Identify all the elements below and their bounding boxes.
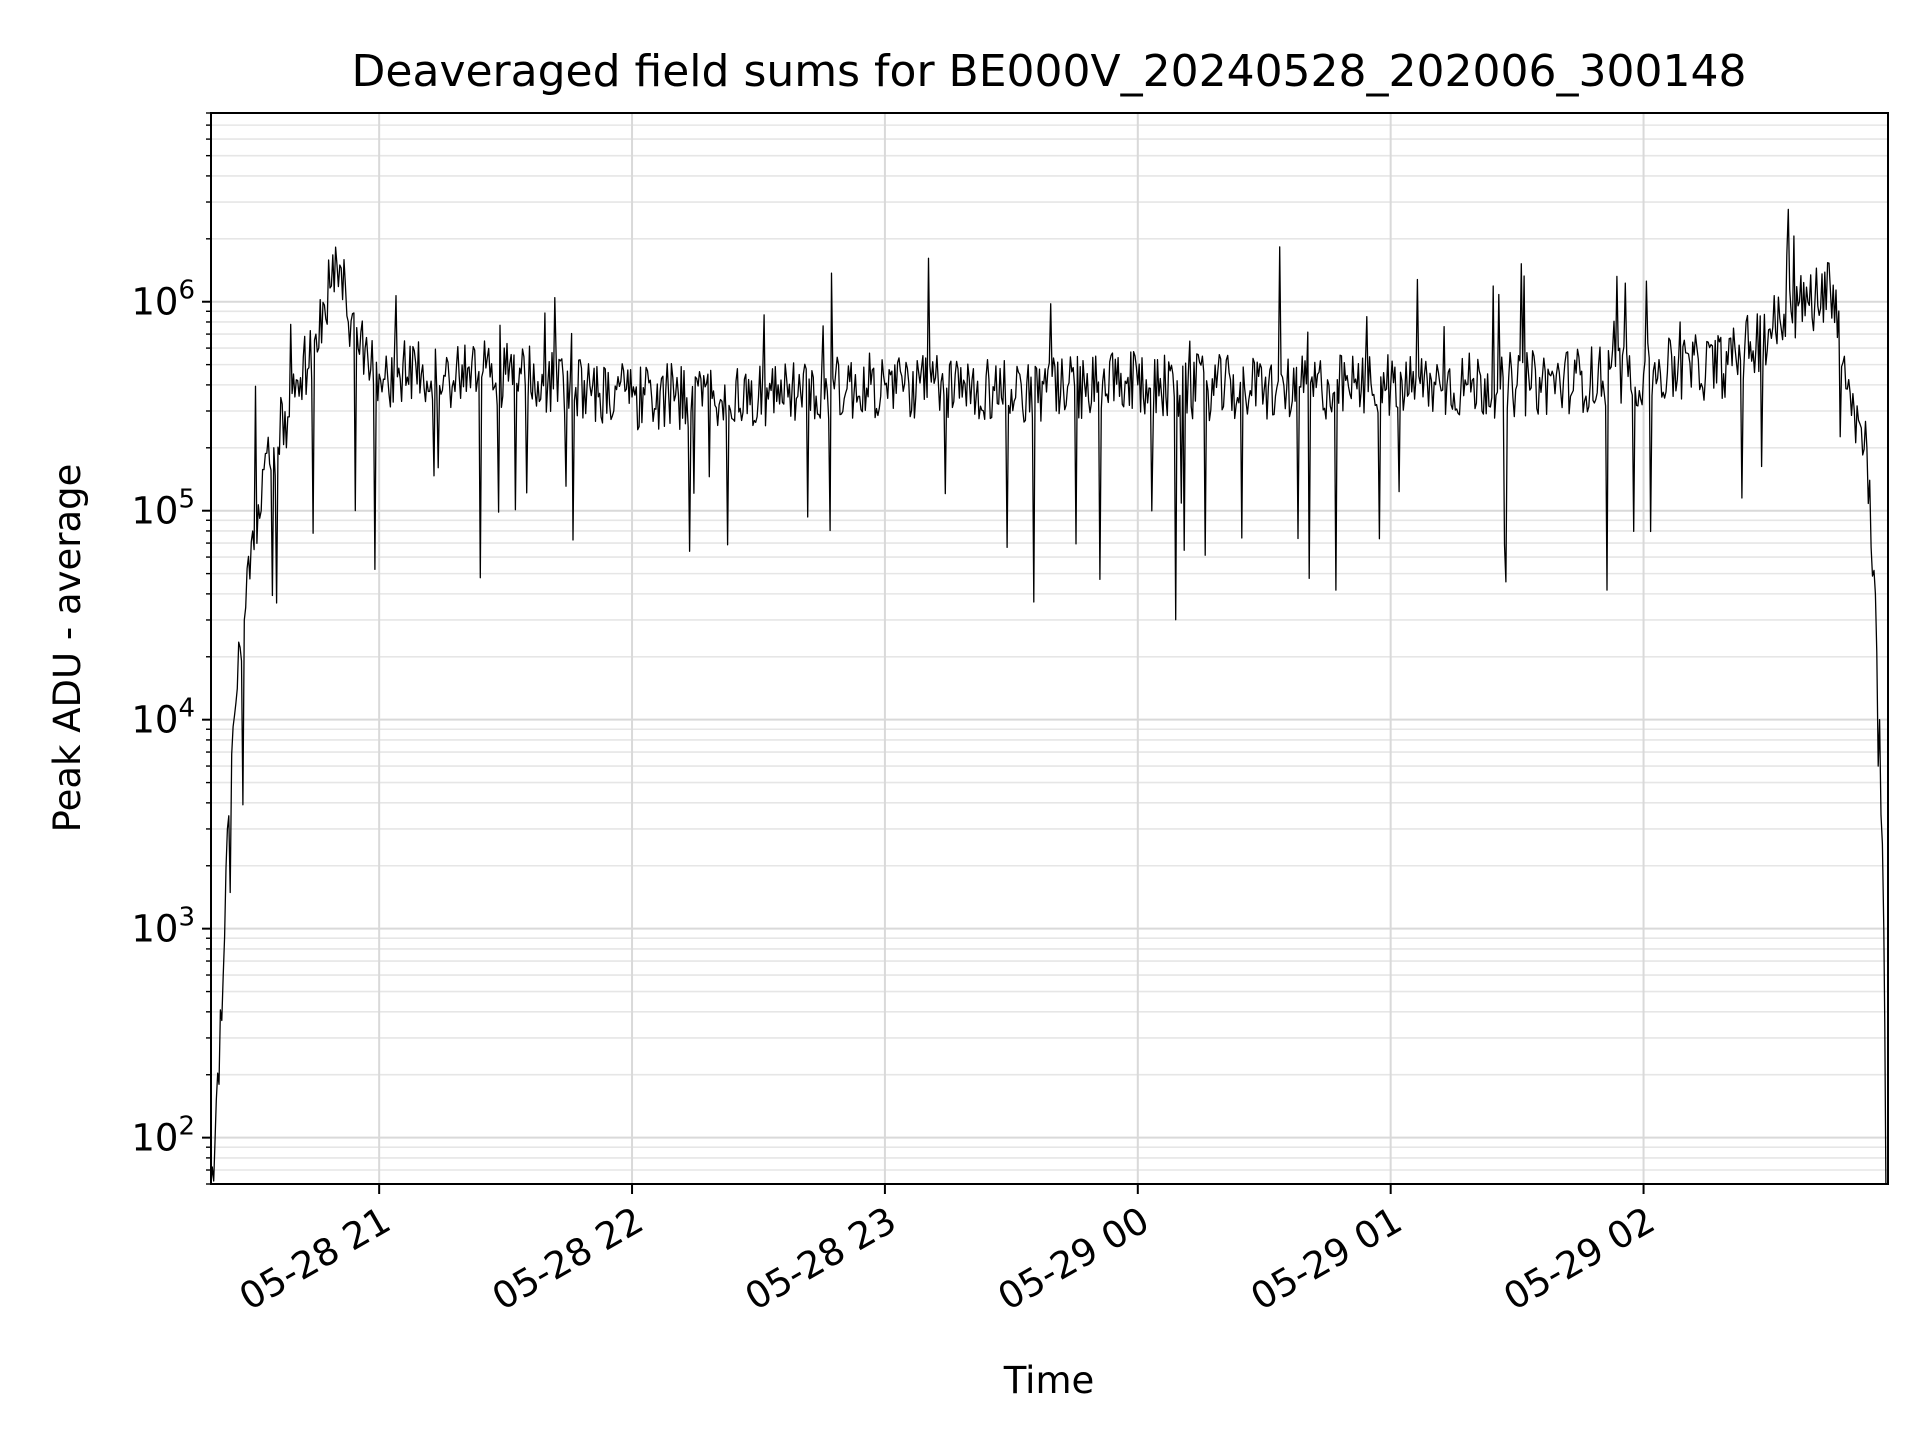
y-tick-exponent: 6: [178, 276, 195, 306]
y-tick-base: 10: [131, 699, 178, 742]
y-tick-label: 106: [131, 276, 195, 324]
y-tick-label: 104: [131, 694, 195, 742]
y-tick-base: 10: [131, 908, 178, 951]
y-tick-label: 105: [131, 485, 195, 533]
y-tick-exponent: 2: [178, 1112, 195, 1142]
y-tick-label: 102: [131, 1112, 195, 1160]
y-tick-base: 10: [131, 1117, 178, 1160]
y-tick-base: 10: [131, 490, 178, 533]
plot-frame: [210, 112, 1889, 1185]
y-tick-exponent: 5: [178, 485, 195, 515]
series-line: [210, 208, 1887, 1185]
y-tick-label: 103: [131, 903, 195, 951]
y-tick-exponent: 4: [178, 694, 195, 724]
y-axis-label: Peak ADU - average: [46, 464, 89, 833]
chart-title: Deaveraged field sums for BE000V_2024052…: [352, 46, 1747, 97]
series-layer: [210, 208, 1887, 1185]
y-tick-base: 10: [131, 281, 178, 324]
y-tick-exponent: 3: [178, 903, 195, 933]
x-axis-label: Time: [1003, 1359, 1095, 1402]
